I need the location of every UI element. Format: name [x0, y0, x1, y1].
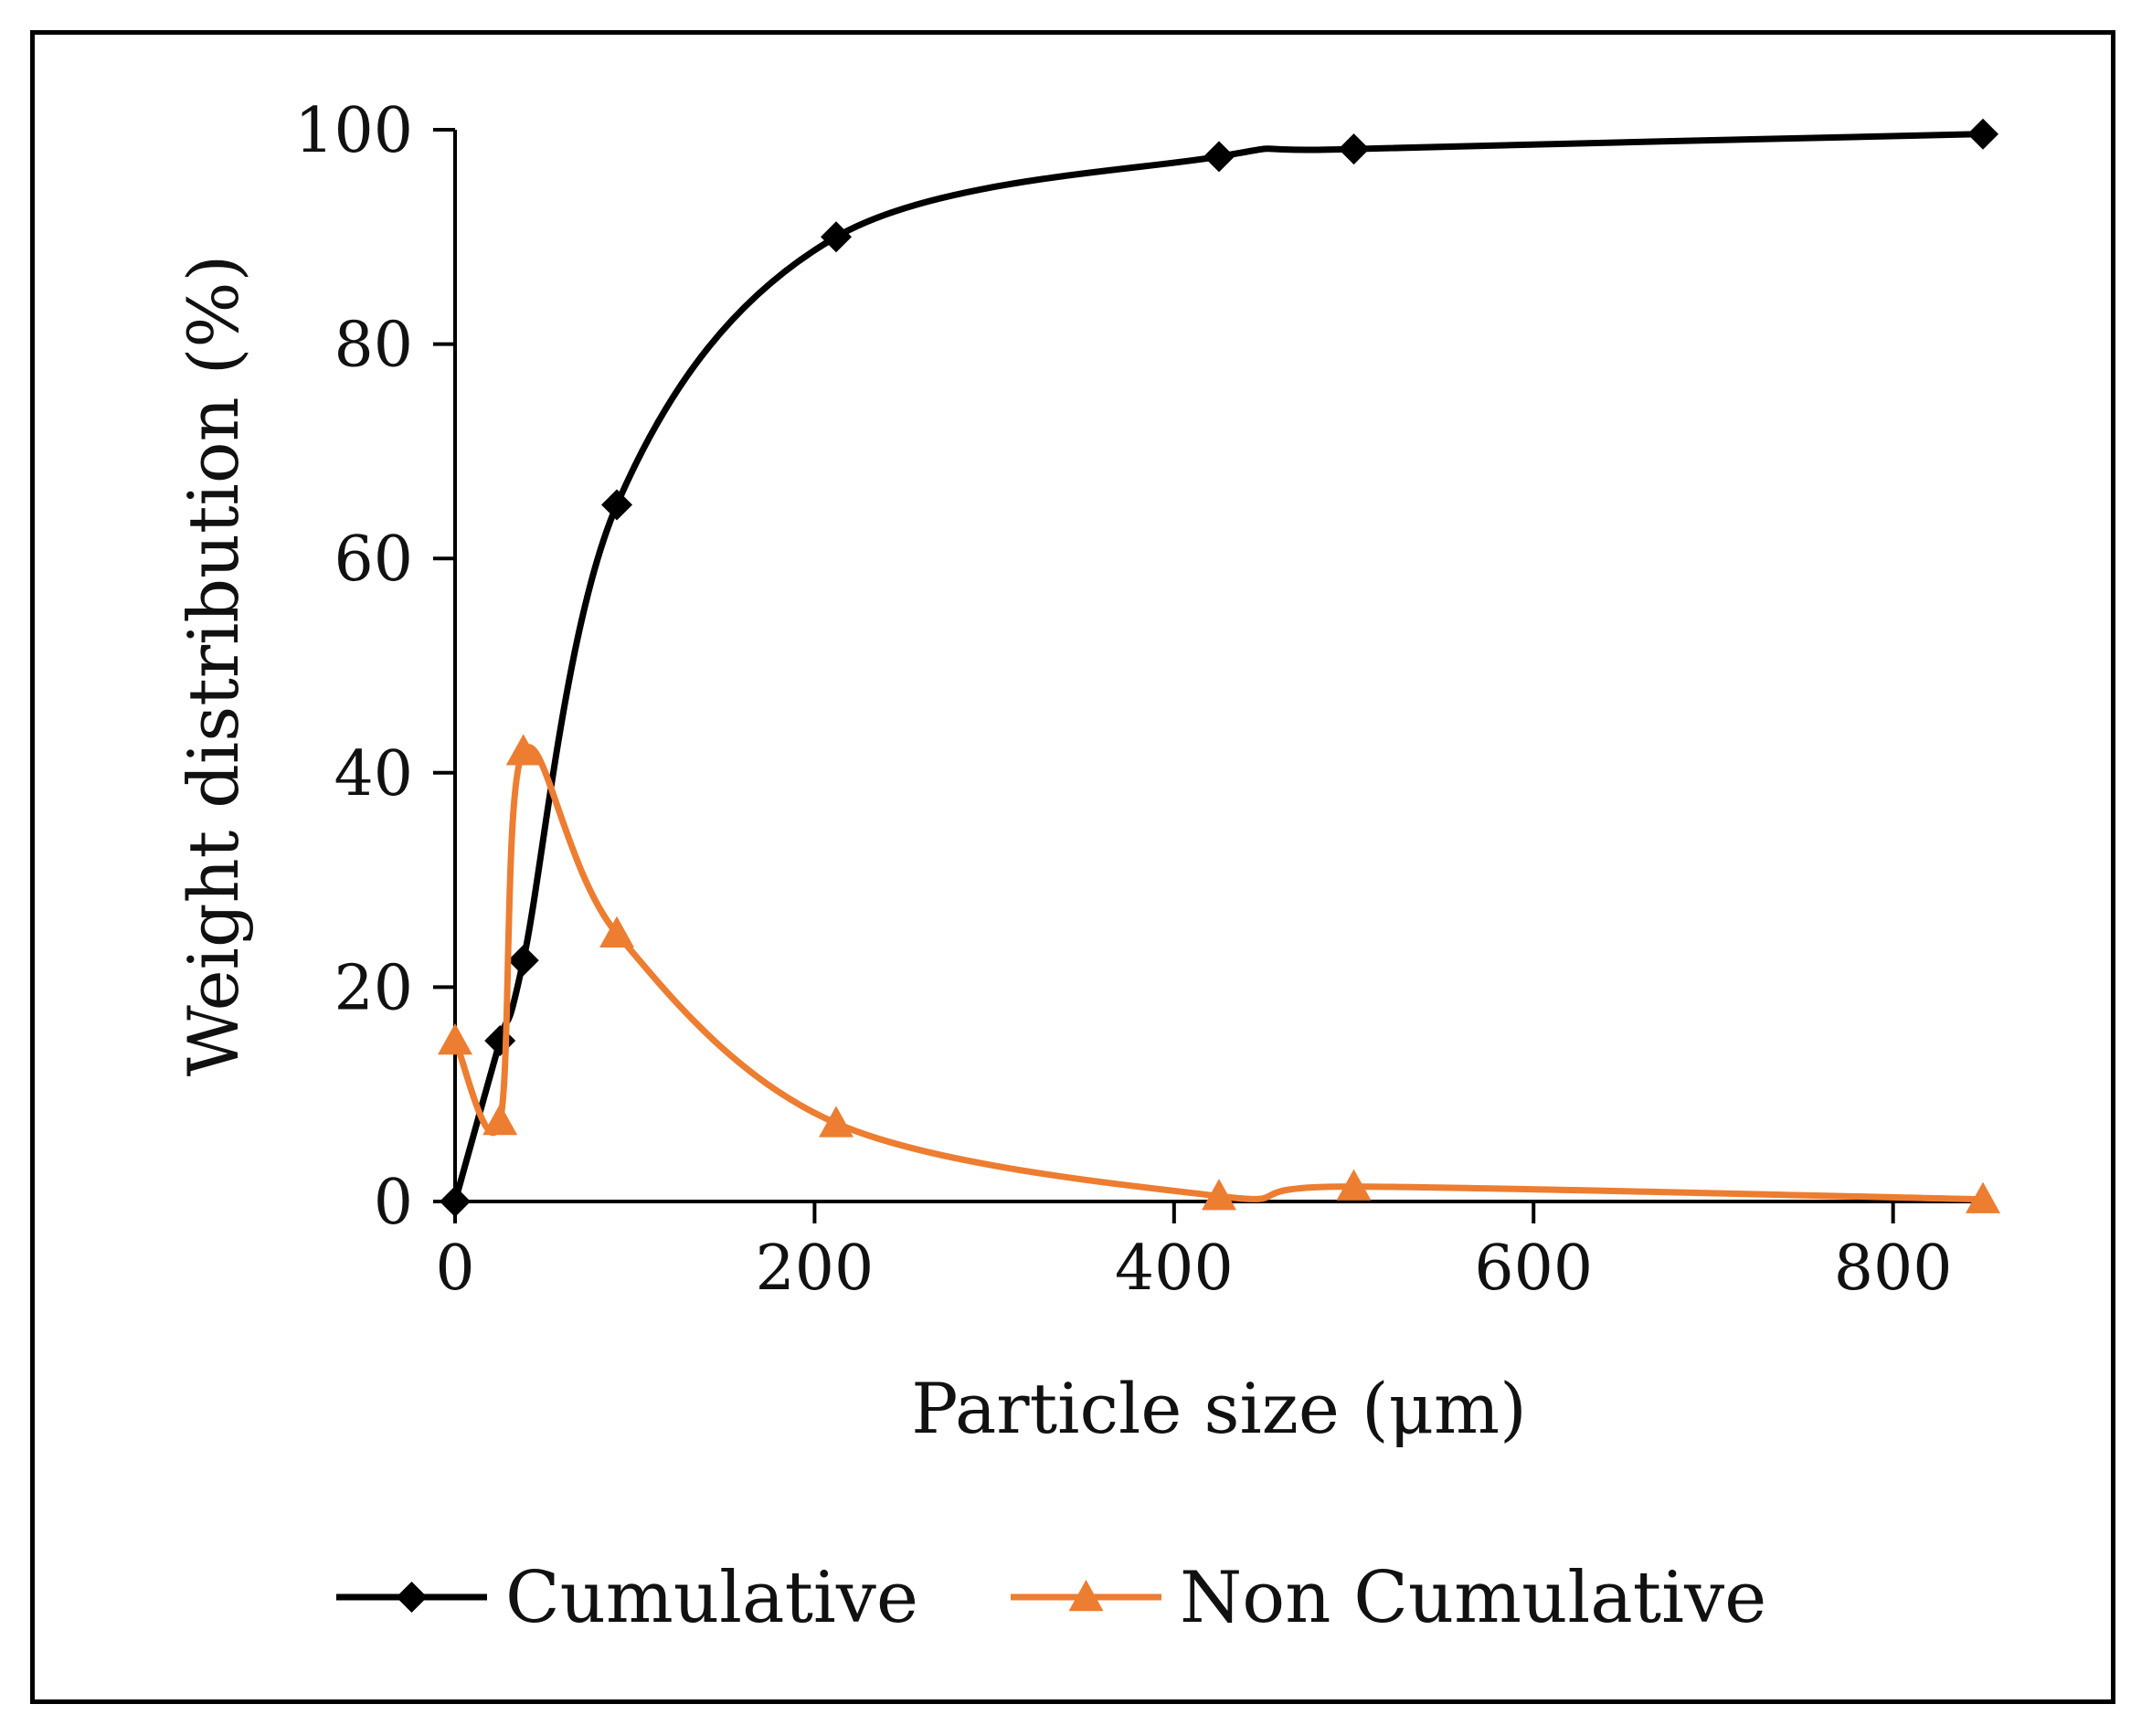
y-tick-label-40: 40 [334, 738, 413, 810]
x-tick-label-400: 400 [1115, 1233, 1234, 1305]
legend-label-cumulative: Cumulative [505, 1557, 918, 1639]
y-tick-label-100: 100 [294, 95, 413, 167]
legend-swatch-marker-cumulative [396, 1582, 428, 1613]
point-cumulative-38 [507, 945, 539, 977]
series-non-cumulative [438, 734, 2000, 1213]
series-line-non-cumulative [451, 744, 1987, 1203]
point-non-cumulative-850 [1966, 1181, 2000, 1213]
point-non-cumulative-0 [438, 1023, 472, 1055]
x-tick-label-800: 800 [1834, 1233, 1953, 1305]
point-non-cumulative-25 [482, 1104, 518, 1136]
axes: 0 200 400 600 800 0 20 40 60 80 100 [294, 95, 1983, 1305]
x-axis-title: Particle size (μm) [911, 1368, 1526, 1449]
point-non-cumulative-425 [1202, 1179, 1236, 1211]
point-cumulative-25 [484, 1025, 516, 1057]
point-cumulative-90 [601, 489, 633, 521]
y-tick-label-80: 80 [334, 310, 413, 382]
chart-frame: 0 200 400 600 800 0 20 40 60 80 100 Particle size … [30, 30, 2115, 1704]
point-cumulative-500 [1338, 133, 1370, 165]
point-non-cumulative-212 [819, 1106, 854, 1138]
legend: Cumulative Non Cumulative [336, 1557, 1766, 1639]
legend-swatch-marker-non-cumulative [1068, 1580, 1104, 1612]
x-tick-label-0: 0 [435, 1233, 474, 1305]
point-cumulative-850 [1967, 118, 1998, 150]
legend-item-non-cumulative: Non Cumulative [1011, 1557, 1766, 1639]
point-cumulative-212 [821, 221, 853, 253]
y-tick-label-0: 0 [374, 1167, 413, 1239]
chart: 0 200 400 600 800 0 20 40 60 80 100 Particle size … [173, 95, 2000, 1639]
point-cumulative-0 [440, 1186, 471, 1217]
point-non-cumulative-500 [1336, 1169, 1372, 1201]
series-cumulative [440, 118, 1998, 1217]
x-tick-label-600: 600 [1474, 1233, 1593, 1305]
y-tick-label-60: 60 [334, 524, 413, 596]
series-line-cumulative [451, 131, 1987, 1205]
y-tick-label-20: 20 [334, 952, 413, 1024]
point-non-cumulative-38 [505, 734, 541, 766]
series-layer [438, 118, 2000, 1217]
point-cumulative-425 [1203, 141, 1235, 173]
x-tick-label-200: 200 [756, 1233, 875, 1305]
y-axis-title: Weight distribution (%) [173, 255, 254, 1076]
legend-item-cumulative: Cumulative [336, 1557, 918, 1639]
point-non-cumulative-90 [599, 916, 635, 947]
legend-label-non-cumulative: Non Cumulative [1180, 1557, 1766, 1639]
